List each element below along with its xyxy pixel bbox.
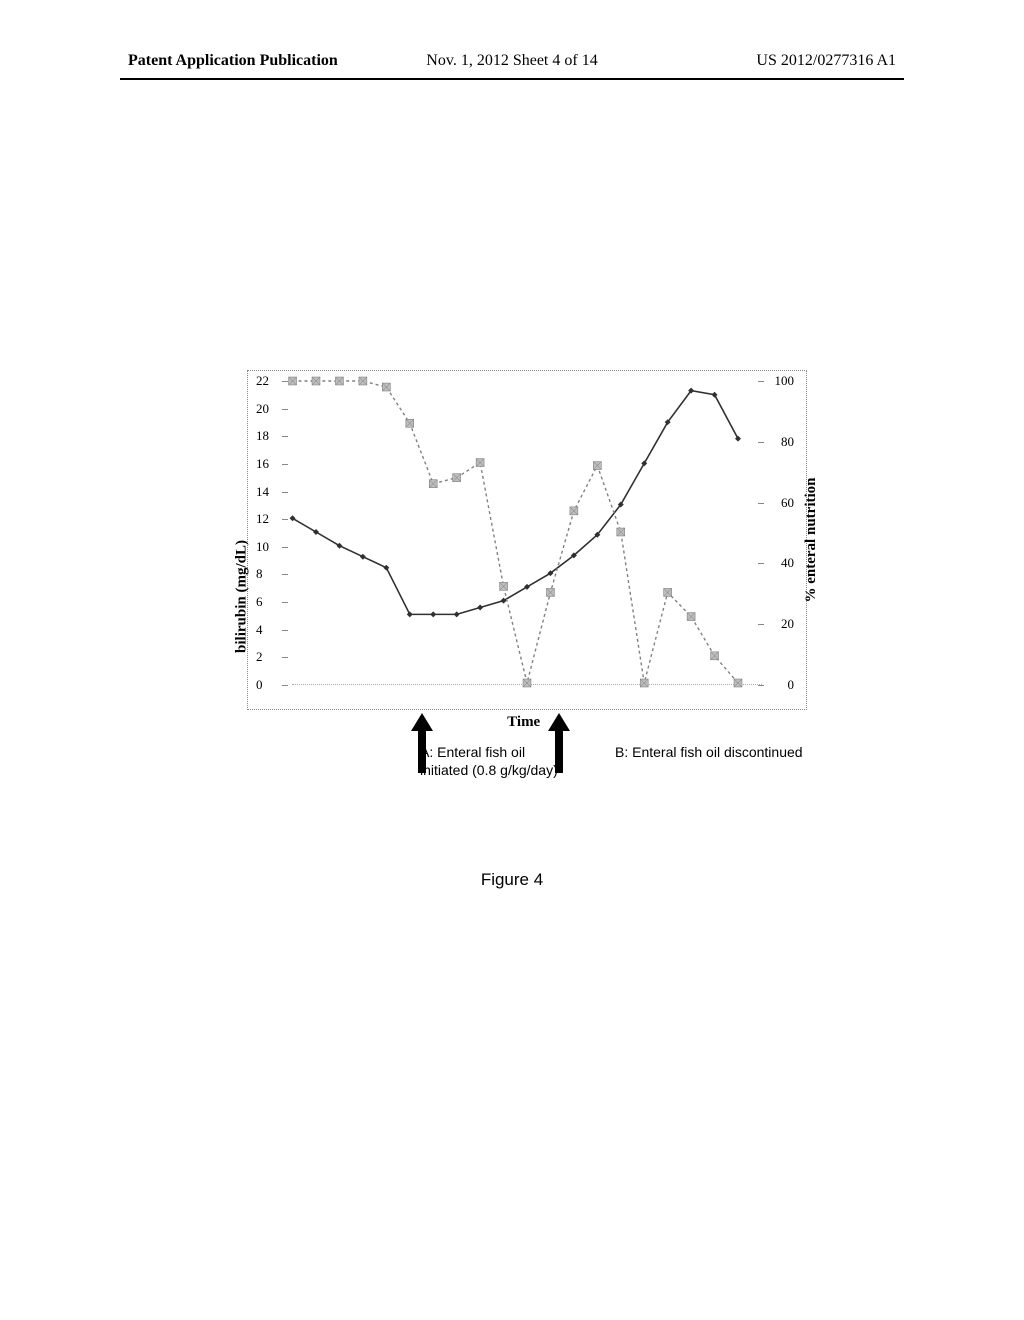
plot-area [292,381,762,683]
header-left: Patent Application Publication [128,52,338,70]
ytick-right: 20 [781,616,794,632]
marker-bilirubin [454,611,460,617]
ytick-left: 20 [256,401,269,417]
plot-svg [292,381,762,683]
ytick-left: 4 [256,622,263,638]
figure-caption: Figure 4 [481,870,543,890]
y-axis-right-label: % enteral nutrition [803,478,820,603]
marker-bilirubin [383,565,389,571]
ytick-right: 80 [781,434,794,450]
marker-bilirubin [430,611,436,617]
ytick-left: 10 [256,539,269,555]
ytick-right: 0 [788,677,795,693]
ytick-left: 2 [256,649,263,665]
series-enteral_pct [293,381,738,683]
page-header: Patent Application Publication Nov. 1, 2… [0,52,1024,70]
chart-box: bilirubin (mg/dL) % enteral nutrition 02… [247,370,807,710]
ytick-left: 22 [256,373,269,389]
marker-bilirubin [407,611,413,617]
series-bilirubin [293,391,738,615]
ytick-left: 8 [256,566,263,582]
ytick-left: 16 [256,456,269,472]
x-axis-label: Time [507,714,540,731]
marker-bilirubin [735,436,741,442]
ytick-left: 6 [256,594,263,610]
ytick-left: 18 [256,428,269,444]
chart-container: bilirubin (mg/dL) % enteral nutrition 0 2… [192,370,832,744]
ytick-left: 0 [256,677,263,693]
marker-bilirubin [477,605,483,611]
ytick-right: 40 [781,555,794,571]
header-rule [120,78,904,80]
ytick-right: 60 [781,495,794,511]
marker-bilirubin [712,392,718,398]
annotation-a: A: Enteral fish oil initiated (0.8 g/kg/… [420,744,560,779]
ytick-right: 100 [775,373,795,389]
annotation-b: B: Enteral fish oil discontinued [615,744,815,762]
ytick-left: 12 [256,511,269,527]
ytick-left: 14 [256,484,269,500]
header-right: US 2012/0277316 A1 [756,52,896,70]
header-center: Nov. 1, 2012 Sheet 4 of 14 [426,52,597,70]
y-axis-left-label: bilirubin (mg/dL) [234,540,251,653]
marker-bilirubin [360,554,366,560]
